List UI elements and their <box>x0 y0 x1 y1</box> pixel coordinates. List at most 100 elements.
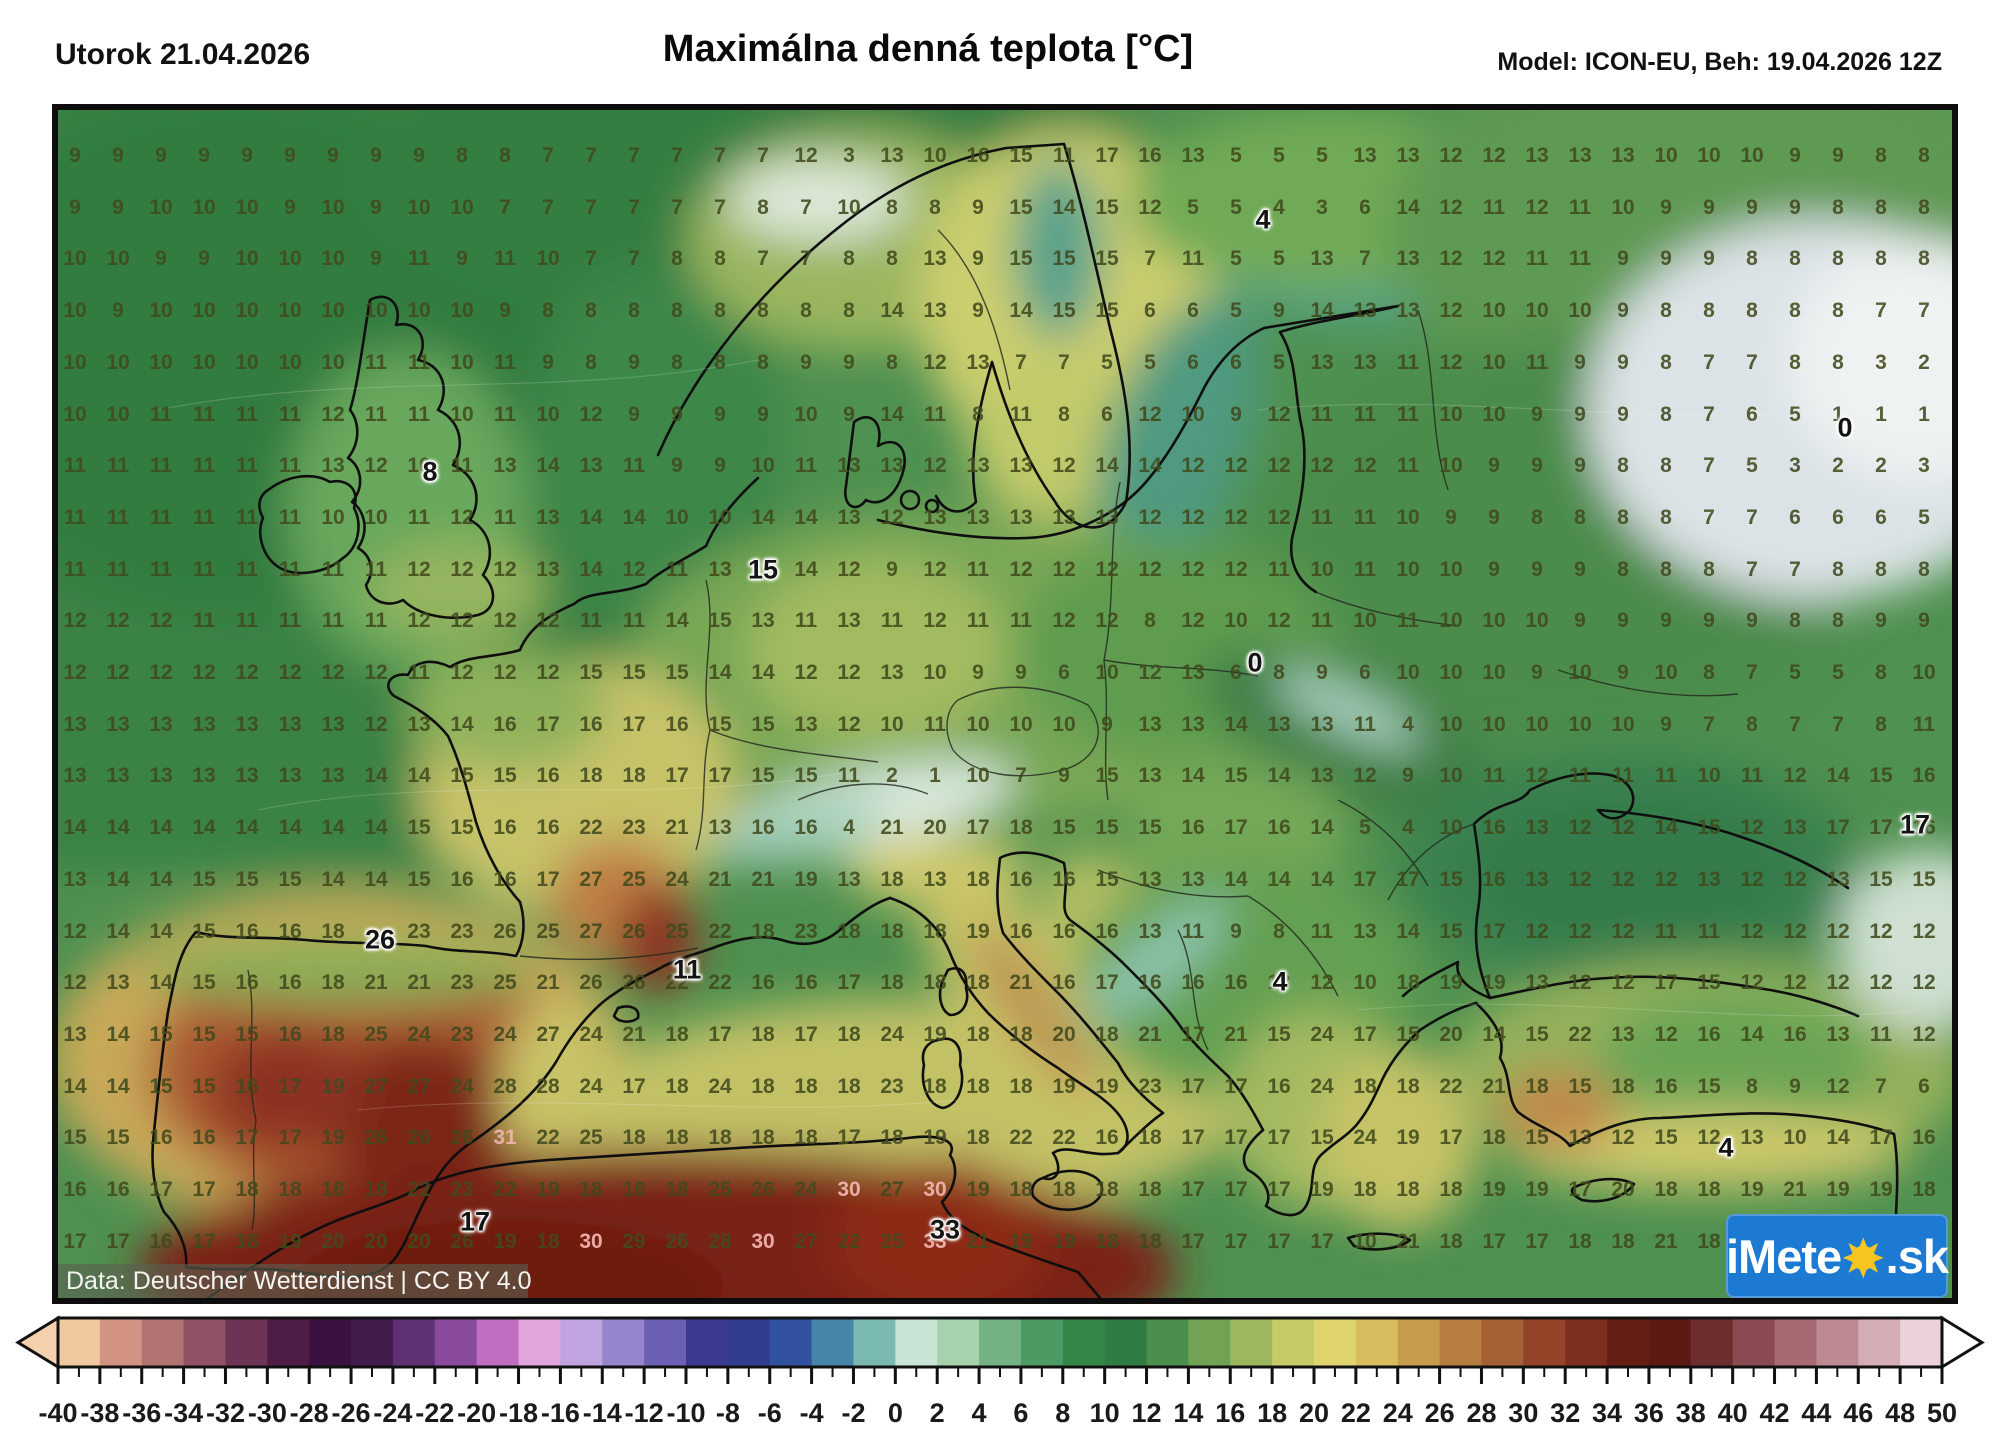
temp-value: 10 <box>192 299 216 323</box>
temp-value: 13 <box>837 505 861 529</box>
temp-value: 9 <box>370 144 382 167</box>
colorbar-label: 22 <box>1341 1398 1371 1428</box>
temp-value: 13 <box>278 712 302 736</box>
temp-value: 10 <box>63 247 87 271</box>
temp-value: 17 <box>622 712 646 736</box>
temp-value: 10 <box>450 402 474 426</box>
temp-value: 7 <box>628 247 640 271</box>
temp-value: 13 <box>880 661 904 684</box>
temp-value: 8 <box>456 144 468 167</box>
temp-value: 13 <box>1353 144 1377 167</box>
temp-value: 17 <box>1095 971 1119 995</box>
temp-value: 11 <box>1525 247 1549 271</box>
temp-value: 9 <box>1531 557 1543 581</box>
temp-value: 17 <box>1869 816 1893 840</box>
temp-value: 10 <box>235 350 259 374</box>
city-marker: 0 <box>1837 412 1853 443</box>
temp-value: 12 <box>407 557 431 581</box>
temp-value: 8 <box>1617 505 1629 529</box>
temp-value: 9 <box>1531 454 1543 478</box>
temp-value: 26 <box>364 1126 388 1150</box>
temp-value: 11 <box>1396 454 1420 478</box>
temp-value: 15 <box>1310 1126 1334 1150</box>
temp-value: 12 <box>1095 609 1119 633</box>
temp-value: 22 <box>708 919 732 943</box>
temp-value: 12 <box>837 712 861 736</box>
temp-value: 10 <box>1095 661 1119 684</box>
temp-value: 12 <box>1826 1074 1850 1098</box>
temp-value: 19 <box>1396 1126 1420 1150</box>
temp-value: 10 <box>708 505 732 529</box>
temp-value: 3 <box>843 144 855 167</box>
temp-value: 5 <box>1789 661 1801 684</box>
temp-value: 11 <box>106 454 130 478</box>
temp-value: 9 <box>370 195 382 219</box>
temp-value: 17 <box>1181 1074 1205 1098</box>
temp-value: 14 <box>1482 1022 1506 1046</box>
temp-value: 14 <box>1654 816 1678 840</box>
temp-value: 9 <box>69 195 81 219</box>
temp-value: 18 <box>837 1074 861 1098</box>
temp-value: 6 <box>1746 402 1758 426</box>
temp-value: 8 <box>886 195 898 219</box>
temp-value: 11 <box>407 402 431 426</box>
temp-value: 10 <box>63 402 87 426</box>
temp-value: 13 <box>1181 712 1205 736</box>
temp-value: 14 <box>321 816 345 840</box>
temp-value: 12 <box>407 609 431 633</box>
temp-value: 18 <box>622 1178 646 1201</box>
temp-value: 17 <box>708 1022 732 1046</box>
temp-value: 8 <box>1789 350 1801 374</box>
temp-value: 17 <box>192 1229 216 1253</box>
temp-value: 11 <box>1310 919 1334 943</box>
temp-value: 21 <box>1654 1229 1678 1253</box>
temp-value: 3 <box>1875 350 1887 374</box>
temp-value: 18 <box>1138 1229 1162 1253</box>
temp-value: 5 <box>1832 661 1844 684</box>
temp-value: 24 <box>407 1022 431 1046</box>
temp-value: 13 <box>1052 505 1076 529</box>
temp-value: 26 <box>622 919 646 943</box>
temp-value: 9 <box>112 144 124 167</box>
temp-value: 20 <box>923 816 947 840</box>
city-marker: 4 <box>1718 1132 1734 1163</box>
temp-value: 10 <box>192 195 216 219</box>
temp-value: 16 <box>493 867 517 891</box>
temp-value: 16 <box>751 971 775 995</box>
temp-value: 8 <box>800 299 812 323</box>
temp-value: 13 <box>751 609 775 633</box>
temp-value: 17 <box>1224 1074 1248 1098</box>
temp-value: 5 <box>1273 144 1285 167</box>
temp-value: 12 <box>536 661 560 684</box>
temp-value: 10 <box>1697 144 1721 167</box>
temp-value: 13 <box>1740 1126 1764 1150</box>
temp-value: 7 <box>1703 505 1715 529</box>
temp-value: 12 <box>1697 1126 1721 1150</box>
temp-value: 3 <box>1316 195 1328 219</box>
temp-value: 15 <box>1052 816 1076 840</box>
temp-value: 10 <box>63 350 87 374</box>
temperature-grid: 9 9 9 9 9 9 9 9 9 8 8 7 7 7 7 7 7 12 3 13 10 16 15 11 17 16 13 5 5 5 1… <box>58 110 1952 1298</box>
temp-value: 11 <box>106 557 130 581</box>
temp-value: 24 <box>579 1074 603 1098</box>
temp-value: 10 <box>880 712 904 736</box>
temp-value: 17 <box>1826 816 1850 840</box>
temp-value: 12 <box>1611 867 1635 891</box>
temp-value: 9 <box>1488 505 1500 529</box>
colorbar-label: 34 <box>1592 1398 1622 1428</box>
temp-value: 13 <box>923 247 947 271</box>
temp-value: 13 <box>794 712 818 736</box>
temp-value: 26 <box>579 971 603 995</box>
temp-value: 12 <box>450 557 474 581</box>
imeteo-logo[interactable]: iMete .sk <box>1726 1214 1949 1298</box>
temp-value: 23 <box>450 971 474 995</box>
temp-value: 11 <box>235 402 259 426</box>
temp-value: 16 <box>493 712 517 736</box>
temp-value: 10 <box>923 144 947 167</box>
temp-value: 19 <box>1482 1178 1506 1201</box>
temp-value: 13 <box>1826 867 1850 891</box>
temp-value: 14 <box>106 867 130 891</box>
temp-value: 11 <box>1310 505 1334 529</box>
colorbar-label: 40 <box>1718 1398 1748 1428</box>
temp-value: 13 <box>536 557 560 581</box>
